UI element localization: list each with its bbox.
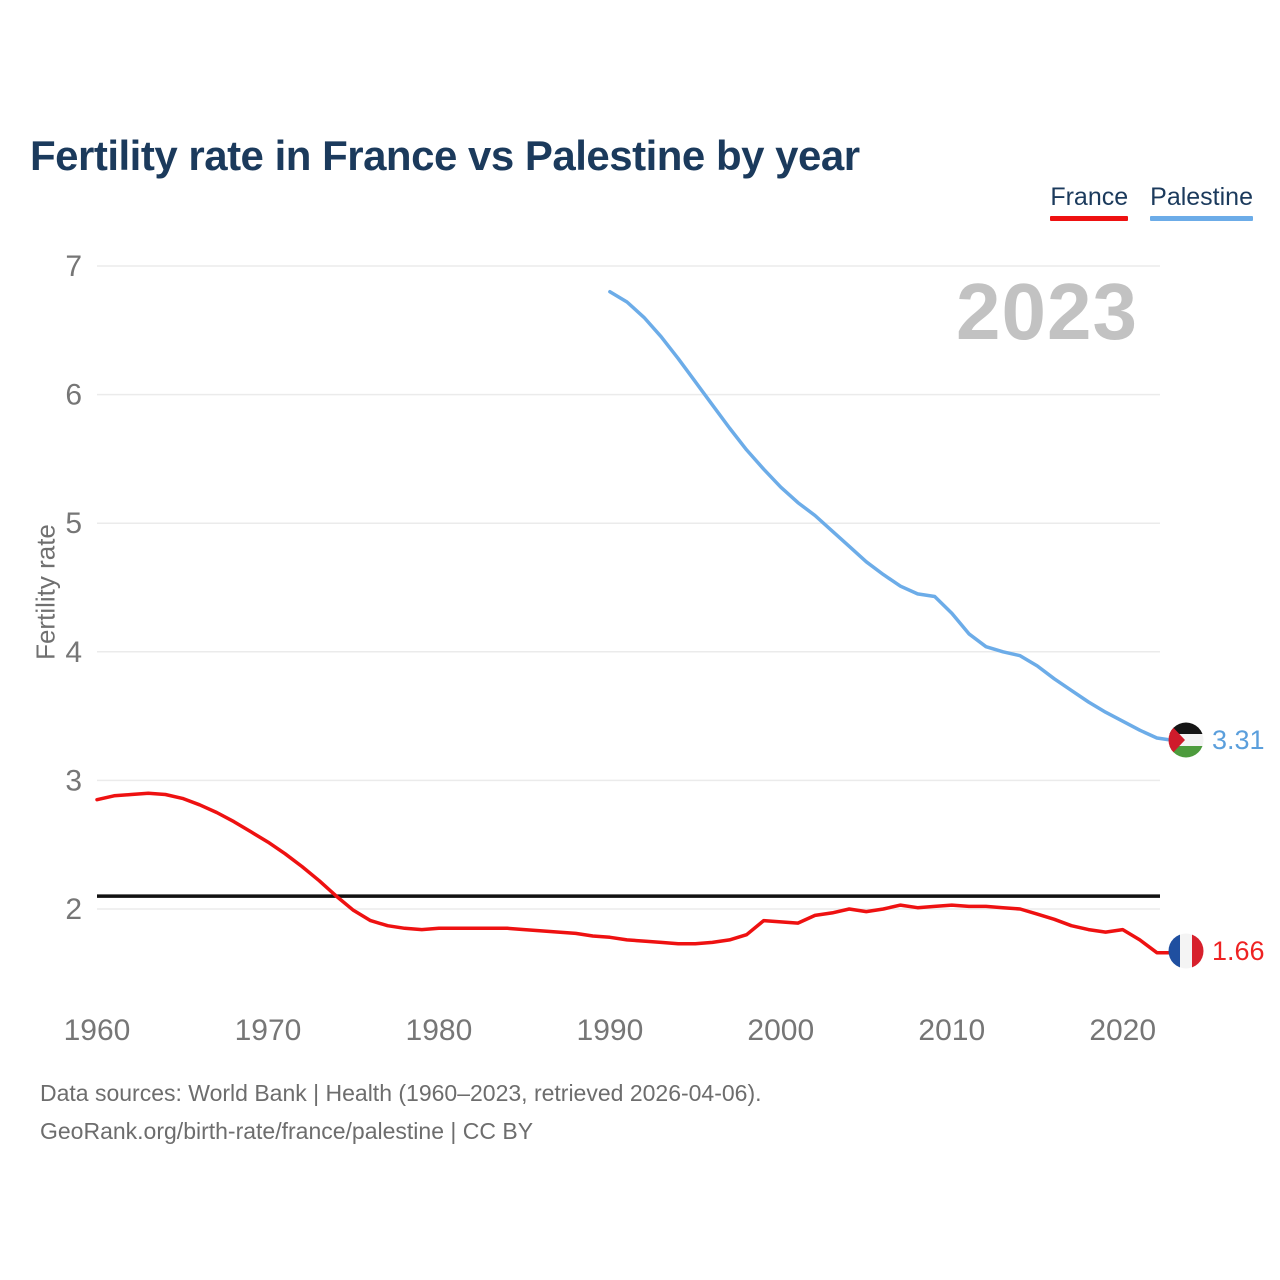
legend-color-bar-france [1050,216,1129,221]
series-line-france [95,791,1176,955]
y-tick-label-3: 3 [65,764,82,797]
legend-item-france[interactable]: France [1050,183,1129,221]
palestine-flag-icon [1168,722,1204,758]
y-tick-label-2: 2 [65,893,82,926]
france-end-label: 1.66 [1168,933,1265,969]
x-tick-label-2010: 2010 [918,1014,985,1047]
legend-label-palestine: Palestine [1150,183,1253,211]
legend-color-bar-palestine [1150,216,1253,221]
y-tick-label-6: 6 [65,379,82,412]
x-tick-label-1970: 1970 [235,1014,302,1047]
legend-label-france: France [1050,183,1129,211]
france-end-value: 1.66 [1212,935,1265,966]
x-tick-label-1960: 1960 [64,1014,131,1047]
year-watermark: 2023 [956,267,1138,356]
france-flag-icon [1168,933,1204,969]
x-tick-label-2020: 2020 [1089,1014,1156,1047]
chart-title: Fertility rate in France vs Palestine by… [30,132,860,180]
source-line-1: Data sources: World Bank | Health (1960–… [40,1080,762,1106]
y-tick-label-7: 7 [65,250,82,283]
source-line-2: GeoRank.org/birth-rate/france/palestine … [40,1118,534,1144]
palestine-end-label: 3.31 [1168,722,1265,758]
x-tick-label-1990: 1990 [577,1014,644,1047]
x-tick-label-1980: 1980 [406,1014,473,1047]
legend: France Palestine [1050,183,1253,221]
y-tick-label-4: 4 [65,636,82,669]
series-line-palestine [608,289,1176,743]
footer: Data sources: World Bank | Health (1960–… [40,1074,762,1150]
y-axis-title: Fertility rate [30,524,61,660]
palestine-end-value: 3.31 [1212,724,1265,755]
legend-item-palestine[interactable]: Palestine [1150,183,1253,221]
y-tick-label-5: 5 [65,507,82,540]
x-tick-label-2000: 2000 [747,1014,814,1047]
